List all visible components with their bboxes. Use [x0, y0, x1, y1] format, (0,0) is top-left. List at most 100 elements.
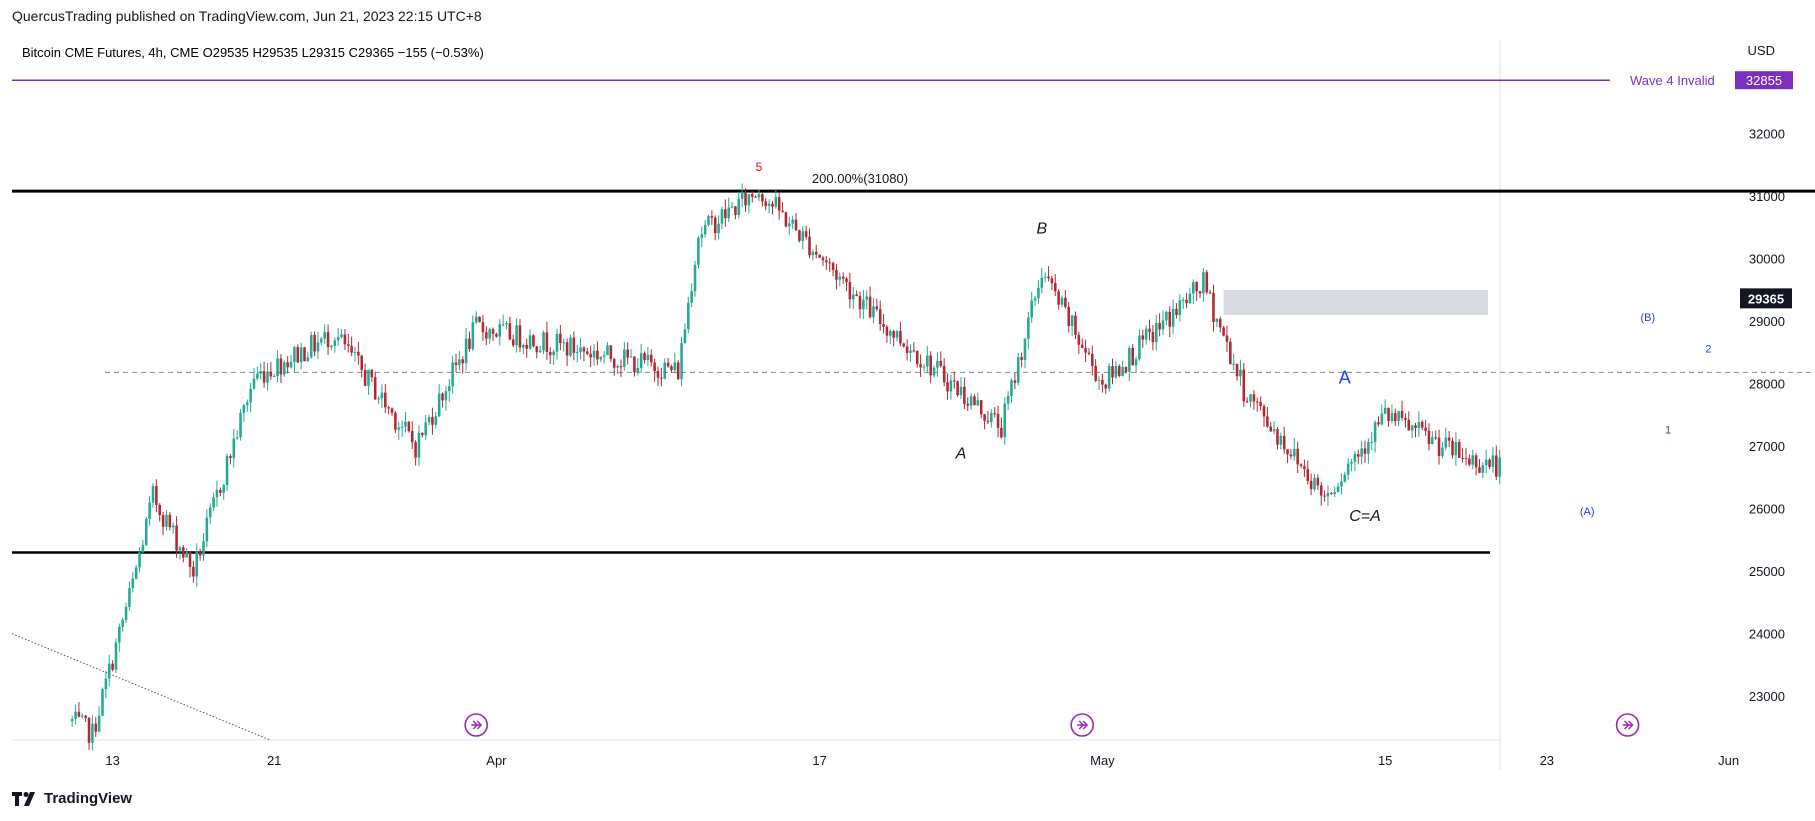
candle — [1353, 451, 1357, 471]
candle — [161, 512, 165, 536]
candle-body — [377, 398, 380, 400]
candle — [168, 512, 172, 531]
candle-body — [225, 456, 229, 486]
candle — [283, 360, 286, 377]
candle-body — [320, 338, 323, 343]
candle — [1360, 440, 1363, 465]
candle-body — [1033, 298, 1037, 301]
candle-body — [1313, 477, 1316, 490]
candle-body — [1010, 380, 1013, 397]
candle — [838, 272, 842, 287]
candle-body — [114, 642, 118, 670]
candle-body — [639, 353, 643, 369]
candle — [185, 548, 188, 558]
candle-body — [1424, 427, 1427, 431]
event-marker-icon[interactable] — [1070, 713, 1094, 737]
candle-body — [97, 715, 101, 732]
candle — [915, 350, 919, 368]
wave-label: (A) — [1580, 506, 1595, 518]
candle — [1128, 345, 1131, 382]
invalid-price-value: 32855 — [1746, 73, 1782, 88]
event-marker-icon[interactable] — [464, 713, 489, 737]
candle — [683, 323, 687, 344]
candle — [1444, 427, 1448, 451]
candle — [511, 334, 515, 348]
event-marker-icon[interactable] — [1615, 713, 1640, 737]
candle — [77, 702, 81, 718]
candle — [1084, 339, 1087, 363]
candle — [1016, 352, 1020, 386]
candle — [1266, 406, 1269, 428]
candle — [1239, 359, 1242, 386]
candle-body — [589, 353, 592, 358]
candle-body — [256, 373, 259, 379]
candle-body — [966, 403, 970, 406]
candle-body — [902, 343, 906, 347]
candle-body — [269, 371, 273, 377]
candle — [936, 352, 939, 377]
candle-body — [804, 231, 808, 237]
candle-body — [94, 723, 98, 732]
candle — [1030, 291, 1033, 323]
candle — [912, 342, 916, 353]
candle — [316, 332, 320, 359]
candle — [414, 440, 417, 466]
candle — [697, 235, 700, 269]
candle — [895, 330, 899, 342]
candle — [192, 560, 195, 583]
candle — [424, 415, 427, 440]
candle — [639, 343, 643, 373]
wave-label: A — [1339, 368, 1351, 388]
candle-body — [693, 264, 697, 292]
candle — [851, 286, 855, 309]
candle — [1104, 383, 1108, 395]
candle-body — [855, 294, 858, 297]
candle — [952, 371, 956, 389]
candle-body — [1323, 495, 1326, 497]
tradingview-logo[interactable]: TradingView — [12, 790, 132, 807]
candle — [528, 329, 532, 351]
candle — [522, 343, 525, 355]
candle — [532, 334, 535, 348]
candle — [417, 425, 421, 466]
candle — [774, 189, 778, 209]
candle — [868, 286, 872, 319]
candle — [151, 483, 155, 508]
candle-body — [1370, 441, 1374, 443]
candle-body — [878, 309, 882, 325]
candle-body — [1168, 311, 1172, 327]
candle — [84, 715, 87, 722]
candle-body — [788, 223, 791, 227]
candle — [831, 261, 835, 277]
candle-body — [316, 342, 320, 352]
x-tick-label: 21 — [267, 753, 281, 768]
candle — [986, 410, 990, 425]
candle-body — [1286, 449, 1289, 455]
wave-label: 5 — [756, 160, 763, 174]
candle — [313, 331, 316, 357]
candle — [1198, 290, 1202, 298]
candle-body — [1064, 297, 1067, 307]
candle — [1053, 274, 1057, 297]
candle — [1407, 411, 1411, 431]
candle-body — [333, 340, 337, 346]
candle-body — [838, 276, 842, 280]
candle-body — [525, 344, 528, 349]
candle — [973, 394, 976, 406]
candle — [141, 540, 145, 554]
candle-body — [764, 201, 768, 207]
candle-body — [390, 408, 394, 413]
candle — [649, 349, 653, 367]
candle-body — [212, 497, 215, 508]
candle — [1313, 473, 1316, 492]
candle-body — [801, 231, 805, 241]
candle-body — [1023, 338, 1027, 360]
candle-body — [474, 316, 478, 323]
candle-body — [1165, 311, 1168, 321]
candle — [252, 368, 256, 390]
candle-body — [357, 351, 360, 356]
candle-body — [1114, 365, 1118, 378]
candle-body — [1259, 401, 1262, 407]
candle — [269, 362, 273, 380]
